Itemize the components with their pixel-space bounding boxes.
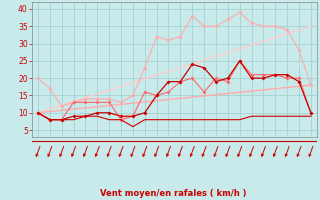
Text: Vent moyen/en rafales ( km/h ): Vent moyen/en rafales ( km/h ) [100,189,246,198]
